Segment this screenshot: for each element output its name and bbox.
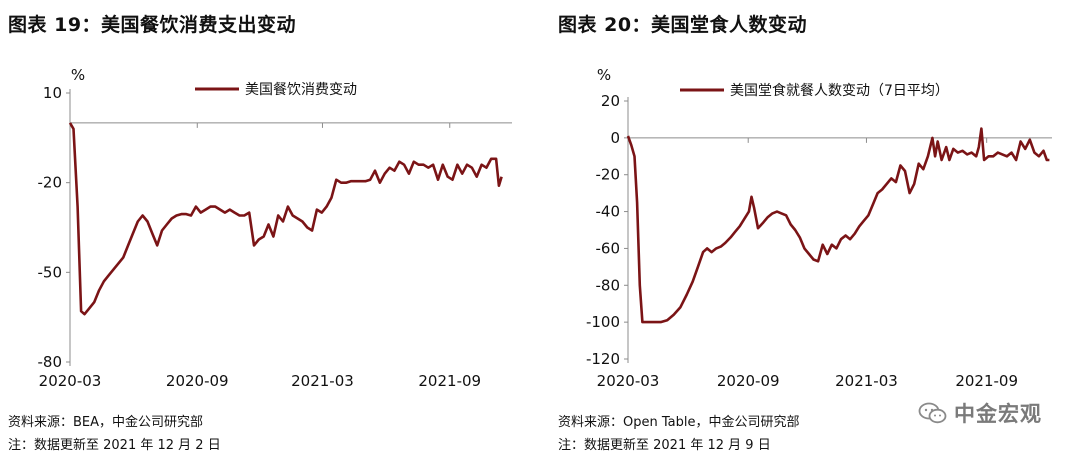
series-line [68, 122, 503, 316]
y-tick-label: -20 [38, 174, 63, 192]
y-tick-label: -100 [586, 313, 620, 331]
y-tick-label: 20 [601, 92, 620, 110]
update-note: 注：数据更新至 2021 年 12 月 9 日 [558, 438, 771, 453]
x-tick-label: 2021-03 [291, 372, 354, 390]
x-tick-label: 2020-09 [166, 372, 229, 390]
chart-title: 图表 20：美国堂食人数变动 [558, 14, 808, 36]
watermark: 中金宏观 [918, 398, 1068, 428]
chart-title: 图表 19：美国餐饮消费支出变动 [8, 14, 297, 36]
x-tick-label: 2020-03 [597, 372, 660, 390]
legend-label: 美国堂食就餐人数变动（7日平均） [730, 82, 949, 99]
x-tick-label: 2020-09 [717, 372, 780, 390]
legend-label: 美国餐饮消费变动 [245, 82, 357, 98]
source-note: 资料来源：BEA，中金公司研究部 [8, 415, 204, 430]
x-tick-label: 2021-09 [418, 372, 481, 390]
y-tick-label: 0 [610, 129, 620, 147]
source-note: 资料来源：Open Table，中金公司研究部 [558, 415, 800, 430]
y-unit-label: % [71, 66, 85, 84]
x-tick-label: 2021-09 [955, 372, 1018, 390]
series-line [626, 127, 1050, 324]
dine-in-line-chart: 20 0 -20 -40 -60 -80 -100 -120 2020-03 2020-09 202… [586, 66, 1052, 390]
x-tick-label: 2021-03 [835, 372, 898, 390]
y-tick-label: -120 [586, 350, 620, 368]
y-tick-label: -80 [596, 276, 621, 294]
chart-panel-19: 图表 19：美国餐饮消费支出变动 10 -20 -50 -80 2020-03 2020-… [8, 14, 512, 453]
chart-panel-20: 图表 20：美国堂食人数变动 20 0 -20 -40 -60 -80 -100 -120 20… [540, 0, 1080, 461]
y-tick-label: -80 [38, 353, 63, 371]
y-tick-label: 10 [43, 84, 62, 102]
watermark-text: 中金宏观 [954, 402, 1042, 426]
update-note: 注：数据更新至 2021 年 12 月 2 日 [8, 438, 221, 453]
y-unit-label: % [597, 66, 611, 84]
y-tick-label: -20 [596, 166, 621, 184]
wechat-icon [918, 402, 947, 424]
y-tick-label: -40 [596, 203, 621, 221]
x-tick-label: 2020-03 [39, 372, 102, 390]
y-tick-label: -60 [596, 239, 621, 257]
y-tick-label: -50 [38, 263, 63, 281]
